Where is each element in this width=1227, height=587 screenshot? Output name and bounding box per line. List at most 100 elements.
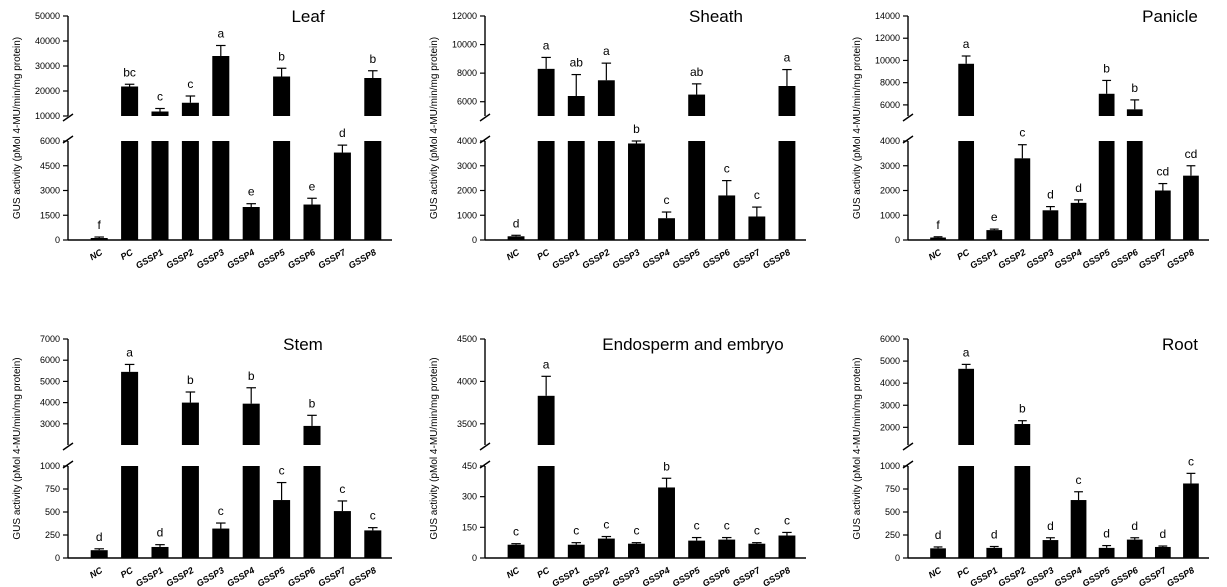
significance-letter: c <box>603 518 609 532</box>
bar <box>628 143 645 240</box>
significance-letter: b <box>187 373 194 387</box>
significance-letter: cd <box>1185 147 1198 161</box>
y-tick-label: 6000 <box>40 355 60 365</box>
significance-letter: ab <box>690 65 704 79</box>
significance-letter: e <box>248 185 255 199</box>
significance-letter: b <box>248 369 255 383</box>
bar <box>567 96 585 116</box>
bar <box>1014 158 1031 240</box>
y-tick-label: 750 <box>45 484 60 494</box>
axis-break-mark <box>62 135 74 144</box>
category-label: PC <box>535 565 551 580</box>
significance-letter: c <box>513 525 519 539</box>
significance-letter: a <box>963 37 970 51</box>
y-tick-label: 3500 <box>457 419 477 429</box>
bar <box>212 141 230 240</box>
chart-panel-3: Panicle GUS activity (pMol 4-MU/min/mg pr… <box>852 7 1209 271</box>
category-label: GSSP3 <box>1024 247 1055 271</box>
bar <box>181 466 199 558</box>
y-tick-label: 3000 <box>457 161 477 171</box>
bar <box>273 500 291 558</box>
significance-letter: a <box>126 345 133 359</box>
y-tick-label: 4000 <box>457 376 477 386</box>
category-label: NC <box>88 565 105 580</box>
significance-letter: c <box>187 77 193 91</box>
category-label: PC <box>535 247 551 262</box>
bar <box>242 403 260 445</box>
y-tick-label: 300 <box>462 492 477 502</box>
significance-letter: b <box>309 396 316 410</box>
significance-letter: e <box>309 179 316 193</box>
bar <box>958 466 975 558</box>
category-label: GSSP3 <box>195 565 226 587</box>
axis-break-mark <box>902 135 914 144</box>
axis-break-mark <box>902 113 914 122</box>
significance-letter: b <box>1019 402 1026 416</box>
bar <box>1183 175 1199 240</box>
bar <box>1042 210 1059 240</box>
category-label: GSSP8 <box>347 565 378 587</box>
y-tick-label: 0 <box>472 235 477 245</box>
significance-letter: d <box>935 528 942 542</box>
significance-letter: b <box>369 52 376 66</box>
bar <box>1126 141 1143 240</box>
category-label: GSSP6 <box>286 565 318 587</box>
bar <box>1042 540 1059 558</box>
y-tick-label: 6000 <box>457 97 477 107</box>
category-label: PC <box>119 565 135 580</box>
axis-break-mark <box>902 460 914 469</box>
y-tick-label: 10000 <box>452 40 477 50</box>
significance-letter: e <box>991 210 998 224</box>
category-label: GSSP6 <box>701 247 733 271</box>
significance-letter: c <box>694 519 700 533</box>
bar <box>1098 93 1115 116</box>
category-label: NC <box>505 565 522 580</box>
category-label: GSSP5 <box>671 565 703 587</box>
bar <box>181 402 199 445</box>
category-label: PC <box>119 247 135 262</box>
chart-title: Root <box>1162 335 1198 354</box>
y-tick-label: 0 <box>895 235 900 245</box>
significance-letter: ab <box>570 56 584 70</box>
bar <box>90 238 108 240</box>
category-label: GSSP8 <box>761 565 792 587</box>
significance-letter: c <box>633 524 639 538</box>
bar <box>537 466 555 558</box>
bar <box>748 543 766 558</box>
category-label: GSSP1 <box>968 247 999 271</box>
bar <box>181 141 199 240</box>
significance-letter: bc <box>123 65 136 79</box>
bar <box>958 141 975 240</box>
bar <box>151 141 169 240</box>
category-label: GSSP5 <box>256 247 288 271</box>
bar <box>181 102 199 116</box>
y-tick-label: 12000 <box>875 33 900 43</box>
y-tick-label: 2000 <box>880 186 900 196</box>
y-tick-label: 5000 <box>880 356 900 366</box>
bar <box>1126 109 1143 116</box>
y-tick-label: 3000 <box>880 400 900 410</box>
axis-break-mark <box>62 113 74 122</box>
category-label: NC <box>88 247 105 262</box>
significance-letter: b <box>1103 61 1110 75</box>
category-label: GSSP4 <box>1053 565 1084 587</box>
category-label: GSSP8 <box>347 247 378 271</box>
bar <box>567 141 585 240</box>
bar <box>658 487 675 558</box>
bar <box>597 80 615 116</box>
y-tick-label: 4000 <box>880 378 900 388</box>
significance-letter: cd <box>1157 165 1170 179</box>
category-label: GSSP5 <box>1081 565 1113 587</box>
chart-title: Endosperm and embryo <box>602 335 783 354</box>
significance-letter: b <box>1131 81 1138 95</box>
y-axis-label: GUS activity (pMol 4-MU/min/mg protein) <box>852 357 863 539</box>
bar <box>121 371 139 445</box>
category-label: GSSP7 <box>731 565 763 587</box>
chart-panel-1: Leaf GUS activity (pMol 4-MU/min/mg prote… <box>12 7 392 271</box>
chart-title: Sheath <box>689 7 743 26</box>
bar <box>364 78 382 116</box>
axis-break-mark <box>62 460 74 469</box>
bar <box>1014 424 1031 445</box>
significance-letter: c <box>1019 126 1025 140</box>
category-label: GSSP2 <box>164 565 195 587</box>
